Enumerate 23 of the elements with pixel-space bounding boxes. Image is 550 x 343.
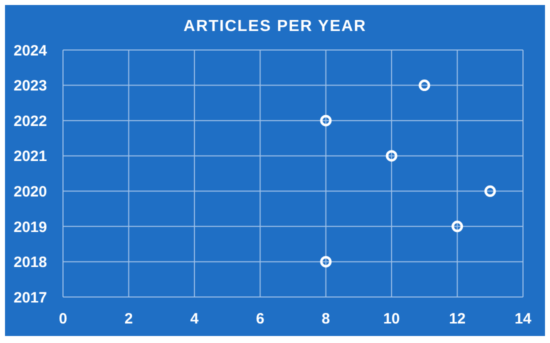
y-tick-label: 2019 — [14, 218, 47, 236]
x-tick-label: 4 — [190, 310, 200, 328]
point — [386, 150, 398, 162]
point — [320, 256, 332, 268]
point — [320, 114, 332, 126]
x-tick-label: 2 — [124, 310, 133, 328]
x-tick-label: 14 — [514, 310, 532, 328]
y-tick-label: 2021 — [14, 148, 47, 166]
x-tick-label: 8 — [322, 310, 330, 328]
x-tick-label: 10 — [383, 310, 400, 328]
y-tick-label: 2020 — [14, 183, 47, 200]
chart-title: ARTICLES PER YEAR — [184, 18, 366, 35]
point — [418, 80, 430, 92]
point — [452, 220, 464, 232]
x-tick-label: 6 — [256, 310, 264, 328]
y-tick-label: 2022 — [14, 112, 47, 130]
y-tick-label: 2018 — [14, 254, 47, 272]
x-tick-label: 12 — [448, 310, 466, 328]
point — [484, 185, 496, 197]
y-tick-label: 2024 — [14, 42, 48, 60]
y-tick-label: 2017 — [14, 289, 47, 306]
x-tick-label: 0 — [58, 310, 68, 328]
y-tick-label: 2023 — [14, 78, 47, 95]
